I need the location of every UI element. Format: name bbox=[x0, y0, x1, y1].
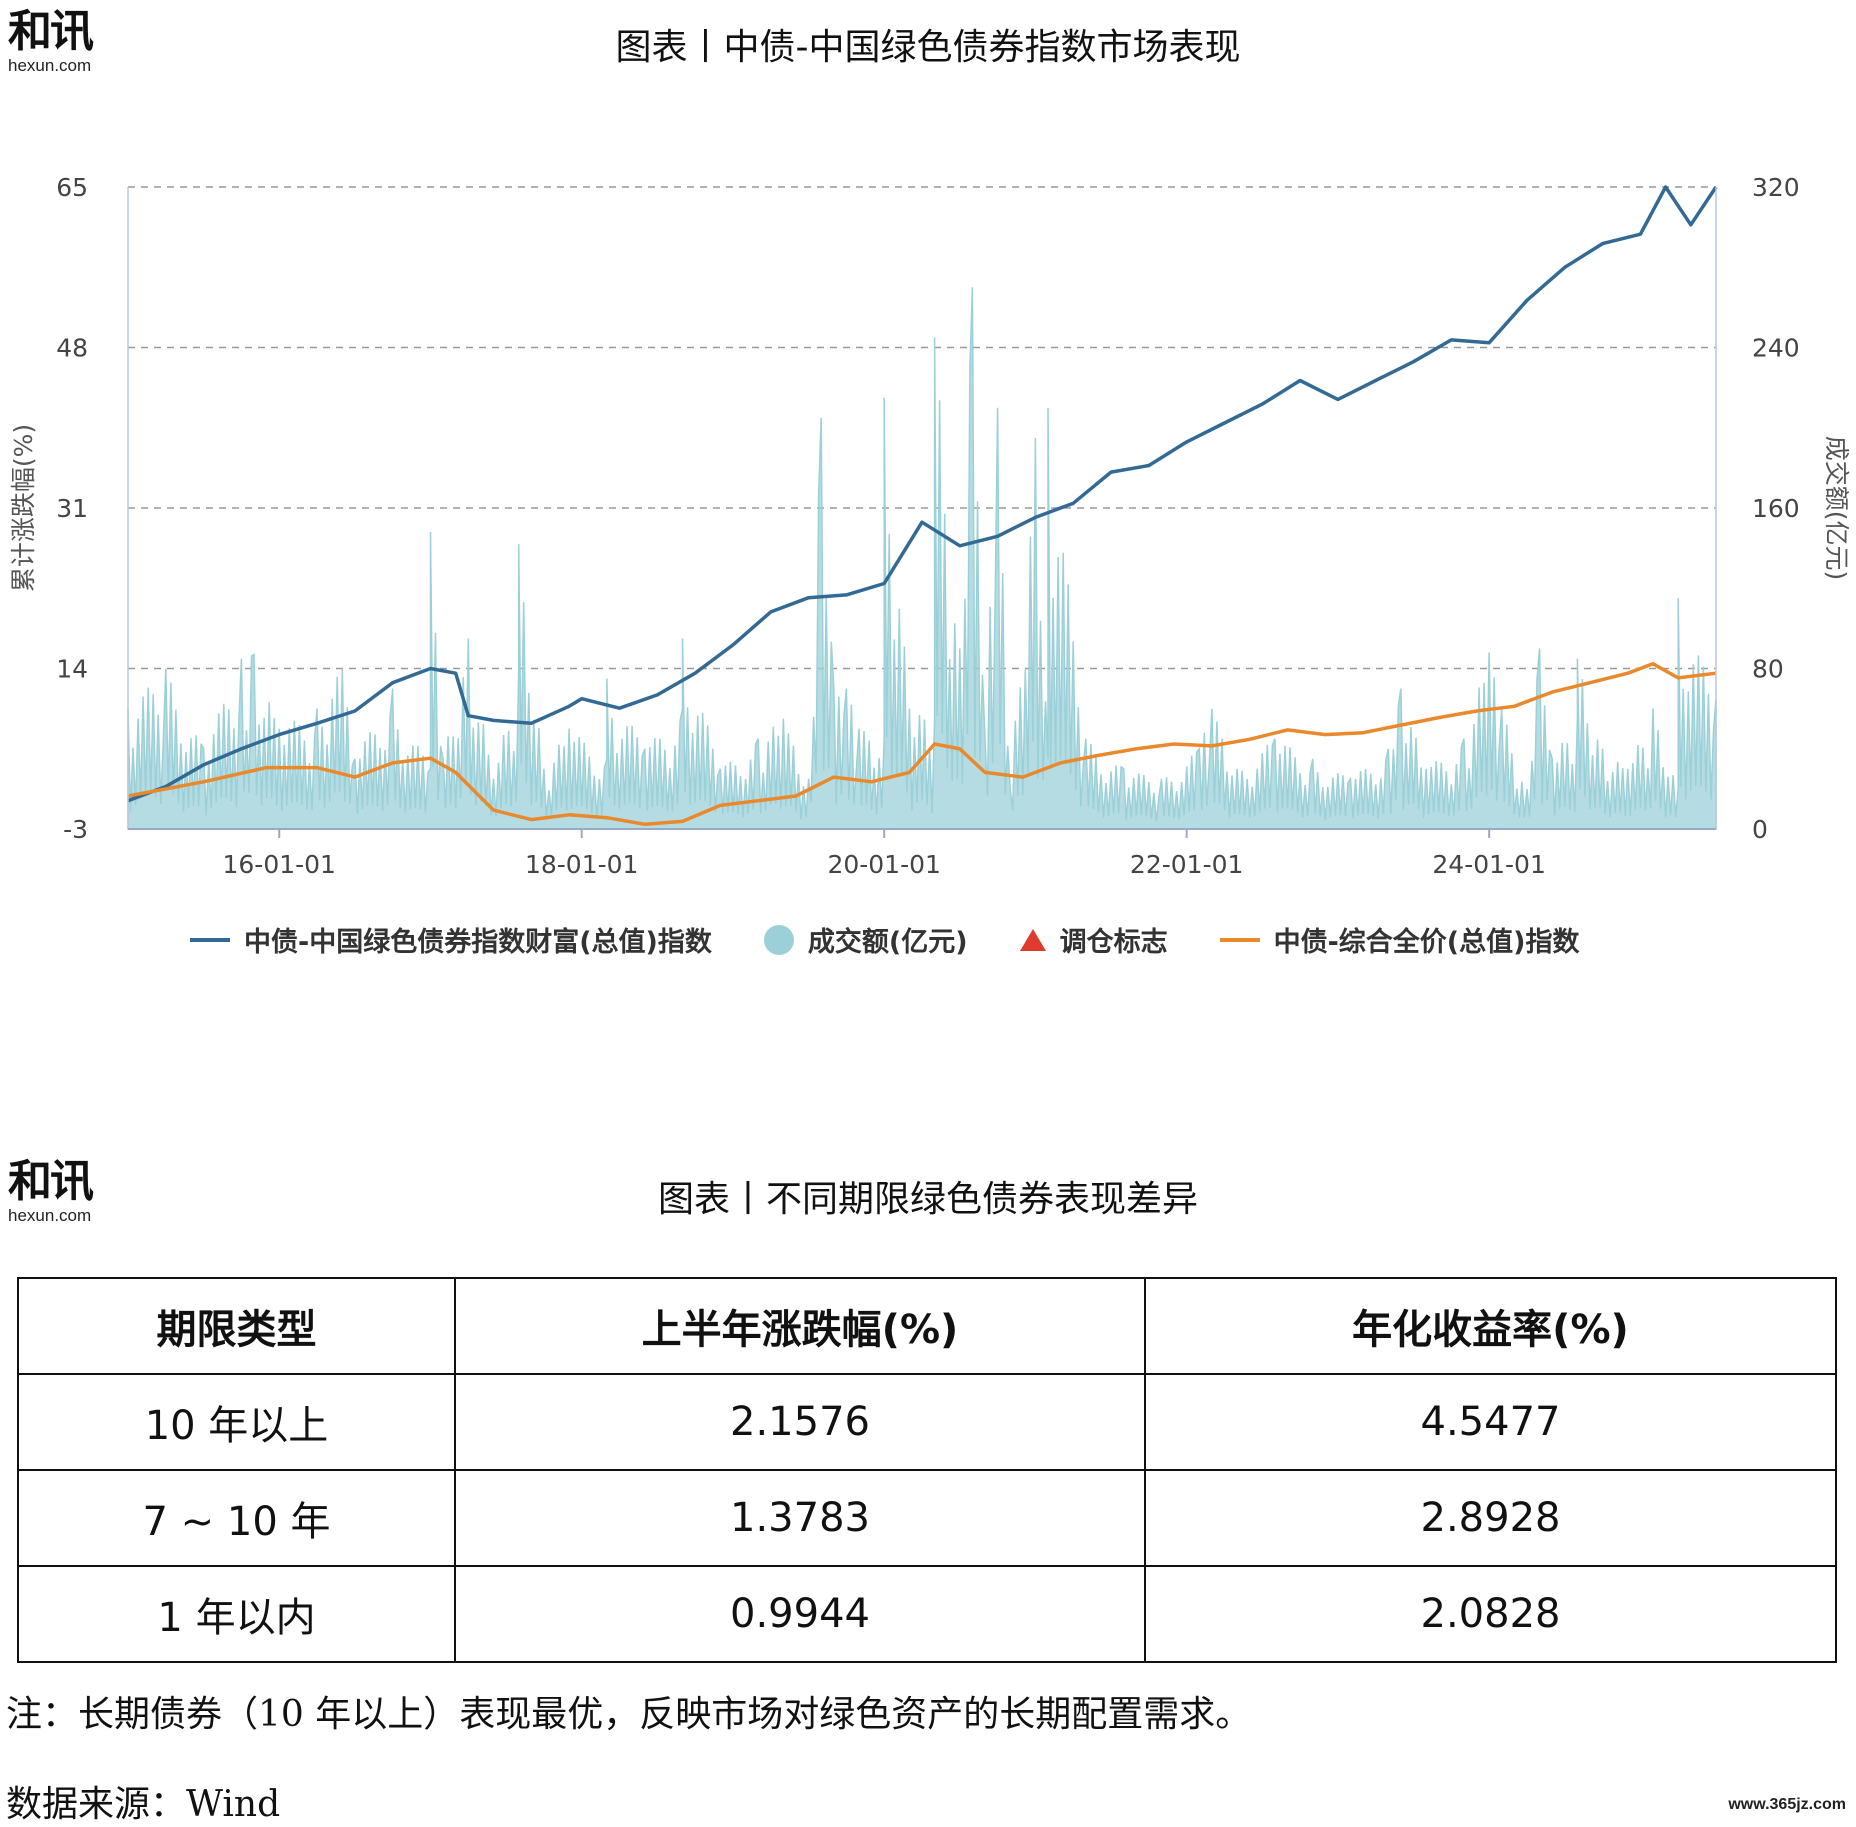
legend-label-full-price: 中债-综合全价(总值)指数 bbox=[1273, 927, 1580, 958]
y-tick-label: 48 bbox=[56, 334, 88, 363]
logo-mark-2: 和讯 bbox=[8, 1156, 94, 1207]
x-tick-label: 24-01-01 bbox=[1432, 850, 1545, 879]
cell-half-year-change: 1.3783 bbox=[454, 1469, 1146, 1567]
hexun-logo-2: 和讯 hexun.com bbox=[8, 1156, 94, 1226]
logo-subtext: hexun.com bbox=[8, 56, 92, 75]
legend-swatch-wealth bbox=[190, 937, 230, 942]
legend-label-adjust: 调仓标志 bbox=[1059, 927, 1168, 958]
y-axis-title: 累计涨跌幅(%) bbox=[9, 424, 38, 592]
site-watermark: www.365jz.com bbox=[1728, 1796, 1846, 1813]
header-maturity: 期限类型 bbox=[17, 1277, 456, 1375]
y2-tick-label: 80 bbox=[1752, 655, 1784, 684]
chart-title: 图表丨中债-中国绿色债券指数市场表现 bbox=[615, 27, 1241, 68]
gridlines bbox=[128, 186, 1716, 670]
logo-subtext-2: hexun.com bbox=[8, 1206, 92, 1225]
table-note: 注：长期债券（10 年以上）表现最优，反映市场对绿色资产的长期配置需求。 bbox=[6, 1694, 1252, 1735]
hexun-logo: 和讯 hexun.com bbox=[8, 6, 94, 76]
y2-tick-label: 320 bbox=[1752, 173, 1800, 202]
legend-item-full-price: 中债-综合全价(总值)指数 bbox=[1219, 920, 1580, 959]
chart-legend: 中债-中国绿色债券指数财富(总值)指数 成交额(亿元) 调仓标志 中债-综合全价… bbox=[190, 920, 1631, 959]
y2-tick-label: 160 bbox=[1752, 494, 1800, 523]
volume-area bbox=[127, 287, 1717, 830]
y2-axis-title: 成交额(亿元) bbox=[1822, 436, 1851, 581]
table-row: 10 年以上 2.1576 4.5477 bbox=[17, 1373, 1837, 1471]
cell-half-year-change: 0.9944 bbox=[454, 1565, 1146, 1663]
data-source: 数据来源：Wind bbox=[6, 1784, 281, 1825]
legend-swatch-full-price bbox=[1219, 937, 1260, 942]
cell-maturity: 7 ~ 10 年 bbox=[17, 1469, 456, 1567]
full-price-index-line bbox=[127, 662, 1717, 827]
axes: 65 48 31 14 -3 320 240 160 80 0 16-01-01 18-01-01 20… bbox=[56, 173, 1800, 879]
legend-swatch-adjust bbox=[1019, 928, 1046, 951]
x-tick-label: 20-01-01 bbox=[827, 850, 940, 879]
cell-half-year-change: 2.1576 bbox=[454, 1373, 1146, 1471]
cell-annualized-return: 2.0828 bbox=[1144, 1565, 1837, 1663]
cell-maturity: 1 年以内 bbox=[17, 1565, 456, 1663]
cell-annualized-return: 4.5477 bbox=[1144, 1373, 1837, 1471]
y2-tick-label: 240 bbox=[1752, 334, 1800, 363]
y-tick-label: 14 bbox=[56, 655, 88, 684]
legend-item-adjust: 调仓标志 bbox=[1019, 920, 1168, 959]
wealth-index-line bbox=[127, 185, 1718, 803]
x-tick-label: 16-01-01 bbox=[222, 850, 335, 879]
header-annualized-return: 年化收益率(%) bbox=[1144, 1277, 1837, 1375]
y-tick-label: 31 bbox=[56, 494, 88, 523]
index-lines bbox=[127, 185, 1718, 827]
table-header-row: 期限类型 上半年涨跌幅(%) 年化收益率(%) bbox=[17, 1277, 1837, 1375]
volume-area-series bbox=[127, 287, 1717, 830]
legend-swatch-volume bbox=[763, 924, 794, 955]
x-tick-label: 18-01-01 bbox=[525, 850, 638, 879]
header-half-year-change: 上半年涨跌幅(%) bbox=[454, 1277, 1146, 1375]
x-tick-label: 22-01-01 bbox=[1130, 850, 1243, 879]
maturity-performance-table: 期限类型 上半年涨跌幅(%) 年化收益率(%) 10 年以上 2.1576 4.… bbox=[17, 1277, 1837, 1663]
y-tick-label: -3 bbox=[63, 815, 88, 844]
table-row: 7 ~ 10 年 1.3783 2.8928 bbox=[17, 1469, 1837, 1567]
green-bond-index-chart: 65 48 31 14 -3 320 240 160 80 0 16-01-01 18-01-01 20… bbox=[9, 173, 1851, 879]
logo-mark: 和讯 bbox=[8, 6, 94, 57]
legend-label-wealth: 中债-中国绿色债券指数财富(总值)指数 bbox=[244, 927, 712, 958]
cell-annualized-return: 2.8928 bbox=[1144, 1469, 1837, 1567]
y-tick-label: 65 bbox=[56, 173, 88, 202]
cell-maturity: 10 年以上 bbox=[17, 1373, 456, 1471]
legend-label-volume: 成交额(亿元) bbox=[807, 927, 968, 958]
legend-item-wealth: 中债-中国绿色债券指数财富(总值)指数 bbox=[190, 920, 712, 959]
table-title: 图表丨不同期限绿色债券表现差异 bbox=[657, 1179, 1198, 1220]
y2-tick-label: 0 bbox=[1752, 815, 1768, 844]
table-row: 1 年以内 0.9944 2.0828 bbox=[17, 1565, 1837, 1663]
legend-item-volume: 成交额(亿元) bbox=[763, 920, 968, 959]
